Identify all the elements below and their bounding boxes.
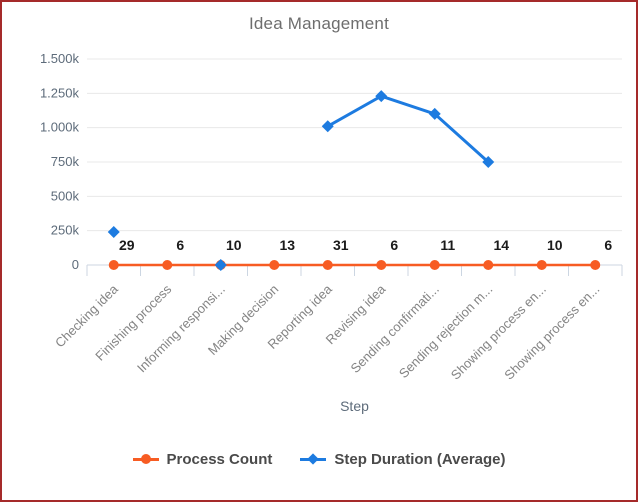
data-point-label: 13 — [279, 237, 295, 253]
data-point-diamond[interactable] — [428, 107, 441, 120]
data-point-label: 6 — [176, 237, 184, 253]
legend-label: Step Duration (Average) — [334, 450, 506, 468]
legend-item-process-count[interactable]: Process Count — [132, 450, 273, 468]
y-axis-tick-label: 500k — [51, 188, 80, 203]
step-duration-marker-icon — [300, 453, 327, 465]
data-point-diamond[interactable] — [482, 156, 495, 168]
data-point-circle[interactable] — [590, 259, 601, 270]
data-point-label: 31 — [333, 237, 349, 253]
data-point-label: 29 — [119, 237, 135, 253]
chart-title: Idea Management — [248, 14, 390, 33]
x-axis-category-label: Showing process en... — [501, 282, 602, 383]
data-point-circle[interactable] — [376, 259, 387, 270]
data-point-label: 14 — [493, 237, 509, 253]
y-axis-tick-label: 1.250k — [40, 85, 80, 100]
x-axis-category-label: Sending confirmati... — [347, 282, 441, 376]
x-axis-category-label: Informing responsi... — [134, 282, 228, 376]
legend-item-step-duration[interactable]: Step Duration (Average) — [300, 450, 506, 468]
x-axis-title: Step — [340, 398, 369, 414]
data-point-circle[interactable] — [483, 259, 494, 270]
data-point-diamond[interactable] — [375, 90, 388, 103]
y-axis-tick-label: 750k — [51, 154, 80, 169]
data-point-label: 10 — [547, 237, 563, 253]
series-line — [327, 94, 490, 164]
x-axis-category-label: Sending rejection m... — [396, 282, 496, 382]
data-point-label: 6 — [604, 237, 612, 253]
chart-canvas: 0250k500k750k1.000k1.250k1.500kChecking … — [40, 51, 623, 414]
data-point-circle[interactable] — [429, 259, 440, 270]
data-point-label: 6 — [390, 237, 398, 253]
y-axis-tick-label: 250k — [51, 223, 80, 238]
data-point-circle[interactable] — [322, 259, 333, 270]
data-point-circle[interactable] — [162, 259, 173, 270]
data-point-circle[interactable] — [536, 259, 547, 270]
data-point-diamond[interactable] — [321, 120, 334, 133]
y-axis-tick-label: 0 — [72, 257, 79, 272]
data-point-diamond[interactable] — [107, 226, 120, 239]
legend-label: Process Count — [166, 450, 273, 468]
data-point-label: 11 — [440, 237, 455, 253]
process-count-marker-icon — [132, 453, 159, 465]
x-axis-category-label: Showing process en... — [448, 282, 549, 383]
data-point-circle[interactable] — [269, 259, 280, 270]
y-axis-tick-label: 1.500k — [40, 51, 80, 66]
data-point-label: 10 — [226, 237, 242, 253]
chart-legend: Process Count Step Duration (Average) — [2, 444, 636, 474]
y-axis-tick-label: 1.000k — [40, 120, 80, 135]
data-point-diamond[interactable] — [214, 259, 227, 271]
data-point-circle[interactable] — [108, 259, 119, 270]
